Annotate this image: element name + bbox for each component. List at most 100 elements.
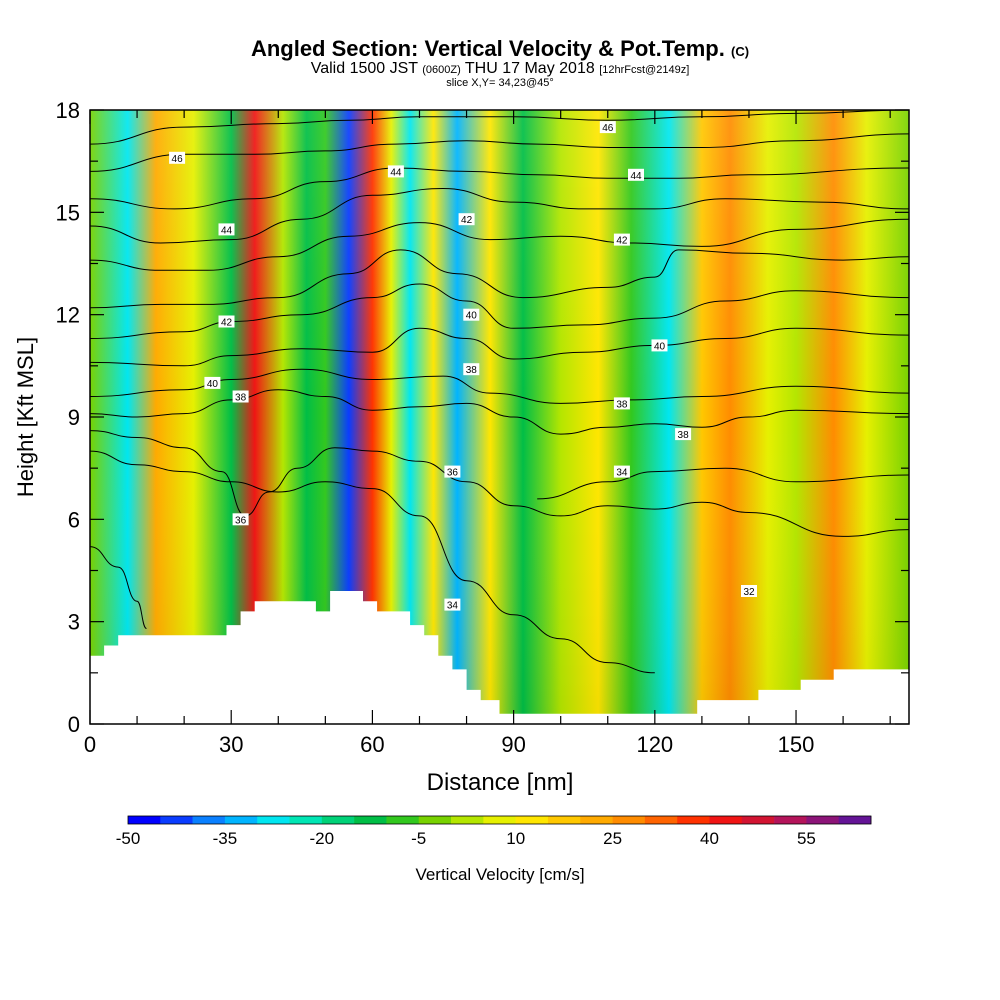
colorbar-tick-label: -5: [411, 829, 426, 848]
contour-label-14: 38: [675, 428, 692, 441]
colorbar-tick-label: 40: [700, 829, 719, 848]
contour-label-text: 44: [390, 167, 402, 178]
colorbar-tick-label: 25: [603, 829, 622, 848]
colorbar-swatch-18: [709, 816, 743, 824]
colorbar-swatch-3: [224, 816, 258, 824]
x-tick-label: 120: [636, 732, 673, 757]
colorbar-swatch-10: [451, 816, 484, 824]
isentrope-44-10: [90, 187, 909, 244]
colorbar-swatch-14: [580, 816, 613, 824]
y-tick-label: 12: [56, 303, 80, 328]
colorbar-frame: [127, 815, 872, 825]
contour-label-3: 44: [628, 168, 644, 182]
contour-label-7: 42: [218, 315, 235, 329]
contour-label-1: 46: [599, 121, 616, 134]
y-tick-label: 3: [68, 610, 80, 635]
colorbar-tick-label: -20: [310, 829, 335, 848]
contour-label-text: 38: [616, 399, 628, 410]
isentrope-42-9: [90, 218, 909, 271]
contour-label-6: 42: [613, 233, 630, 247]
contour-label-text: 44: [221, 225, 233, 236]
contour-label-18: 34: [444, 598, 461, 612]
contour-label-text: 34: [616, 468, 628, 479]
contour-label-text: 42: [221, 318, 233, 329]
contour-label-2: 44: [387, 165, 404, 178]
x-tick-label: 30: [219, 732, 243, 757]
contour-label-8: 40: [463, 308, 480, 322]
colorbar-swatch-15: [612, 816, 646, 824]
contour-label-text: 38: [235, 393, 247, 404]
copyright-mark: (C): [731, 44, 750, 59]
contour-label-16: 34: [613, 465, 630, 479]
x-tick-label: 60: [360, 732, 384, 757]
colorbar-swatch-11: [483, 816, 516, 824]
x-tick-label: 90: [501, 732, 525, 757]
isentrope-46-12: [90, 133, 909, 172]
terrain: [90, 591, 909, 724]
contour-label-15: 36: [444, 465, 461, 479]
colorbar-swatch-16: [644, 816, 678, 824]
contour-label-text: 42: [616, 236, 628, 247]
colorbar-swatch-20: [774, 816, 807, 824]
isentrope-32-0: [90, 546, 147, 629]
colorbar-swatch-12: [515, 816, 549, 824]
isentrope-44-11: [90, 167, 909, 210]
y-tick-label: 6: [68, 507, 80, 532]
colorbar-swatch-19: [741, 816, 775, 824]
x-tick-label: 0: [84, 732, 96, 757]
y-tick-label: 0: [68, 712, 80, 737]
contour-label-text: 40: [207, 379, 219, 390]
contour-label-text: 46: [602, 123, 614, 134]
contour-label-13: 38: [613, 397, 630, 410]
contour-label-4: 44: [218, 223, 235, 236]
colorbar-swatch-0: [128, 816, 161, 824]
colorbar-swatch-5: [289, 816, 323, 824]
colorbar-swatch-22: [838, 816, 872, 824]
isentrope-38-5: [90, 368, 909, 404]
colorbar-tick-label: 55: [797, 829, 816, 848]
colorbar-tick-label: 10: [506, 829, 525, 848]
contour-label-text: 40: [466, 311, 478, 322]
colorbar-label: Vertical Velocity [cm/s]: [415, 865, 584, 884]
contour-labels: 46 46 44 44 44 42 42 42 40 40 40 38 38 38 38 36 34 36 34 32: [169, 121, 757, 612]
colorbar-swatch-13: [547, 816, 581, 824]
x-tick-label: 150: [778, 732, 815, 757]
chart-title: Angled Section: Vertical Velocity & Pot.…: [250, 36, 750, 61]
colorbar-swatch-1: [160, 816, 193, 824]
isentrope-46-13: [90, 110, 909, 145]
y-tick-label: 15: [56, 200, 80, 225]
contour-label-text: 42: [461, 215, 473, 226]
colorbar-tick-label: -35: [213, 829, 238, 848]
colorbar-swatch-2: [192, 816, 226, 824]
contour-label-text: 38: [466, 365, 478, 376]
contour-label-9: 40: [651, 339, 668, 352]
contour-label-text: 32: [743, 587, 755, 598]
colorbar-swatch-4: [257, 816, 290, 824]
isentrope-36-2: [90, 430, 909, 537]
contour-label-text: 38: [678, 430, 690, 441]
isentrope-42-8: [90, 249, 909, 309]
colorbar-swatch-8: [386, 816, 420, 824]
chart-subtitle: Valid 1500 JST (0600Z) THU 17 May 2018 […: [310, 60, 690, 77]
colorbar-swatch-17: [677, 816, 710, 824]
contour-label-text: 34: [447, 601, 459, 612]
y-tick-label: 18: [56, 98, 80, 123]
isentrope-34-3: [537, 467, 909, 500]
isentrope-38-4: [90, 389, 909, 435]
y-tick-label: 9: [68, 405, 80, 430]
isentrope-40-6: [90, 327, 909, 367]
colorbar-swatch-21: [806, 816, 839, 824]
shading-overlay: [90, 110, 909, 724]
isentrope-34-1: [90, 450, 655, 674]
colorbar-swatch-6: [321, 816, 355, 824]
contour-label-19: 32: [741, 585, 757, 598]
contour-label-text: 46: [172, 154, 184, 165]
contour-label-12: 38: [463, 363, 480, 376]
colorbar-swatch-7: [354, 816, 387, 824]
contour-label-10: 40: [204, 376, 221, 390]
contour-label-0: 46: [169, 151, 186, 165]
contour-label-17: 36: [232, 513, 249, 526]
slice-info: slice X,Y= 34,23@45°: [446, 77, 554, 89]
